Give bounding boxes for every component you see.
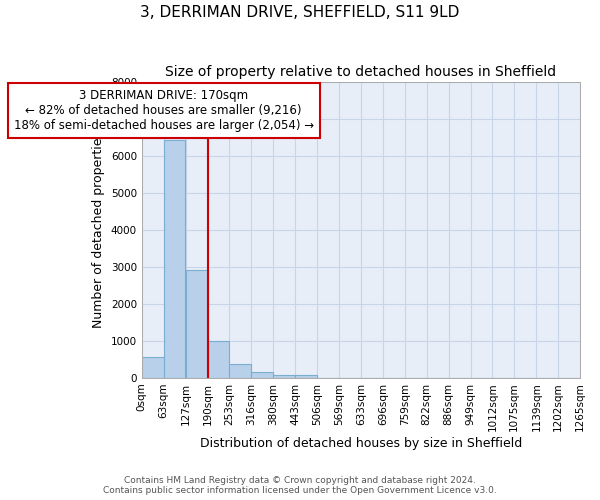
X-axis label: Distribution of detached houses by size in Sheffield: Distribution of detached houses by size … [200,437,522,450]
Y-axis label: Number of detached properties: Number of detached properties [92,131,105,328]
Bar [251,372,273,378]
Text: Contains HM Land Registry data © Crown copyright and database right 2024.
Contai: Contains HM Land Registry data © Crown c… [103,476,497,495]
Bar [274,374,295,378]
Bar [142,357,164,378]
Bar [229,364,251,378]
Text: 3 DERRIMAN DRIVE: 170sqm
← 82% of detached houses are smaller (9,216)
18% of sem: 3 DERRIMAN DRIVE: 170sqm ← 82% of detach… [14,89,314,132]
Bar [186,270,208,378]
Bar [164,140,185,378]
Text: 3, DERRIMAN DRIVE, SHEFFIELD, S11 9LD: 3, DERRIMAN DRIVE, SHEFFIELD, S11 9LD [140,5,460,20]
Bar [295,375,317,378]
Bar [208,341,229,378]
Title: Size of property relative to detached houses in Sheffield: Size of property relative to detached ho… [166,65,556,79]
